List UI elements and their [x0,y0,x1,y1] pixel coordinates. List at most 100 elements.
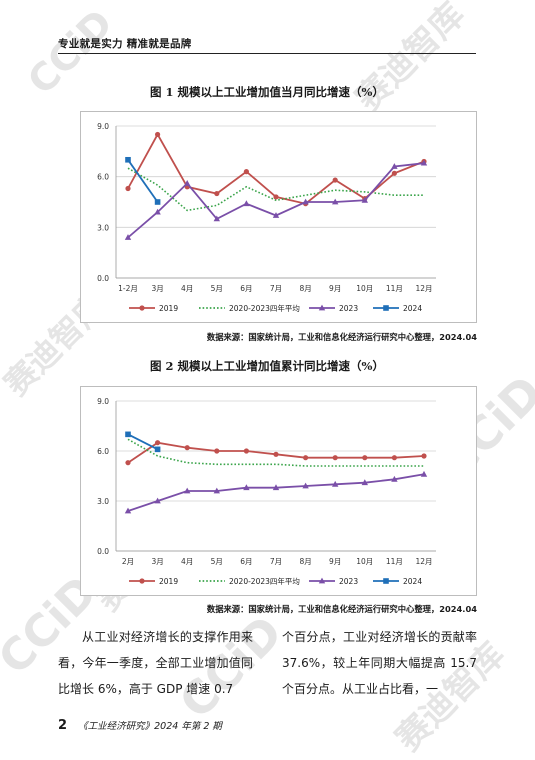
data-point [124,234,132,240]
data-point [361,479,368,486]
data-point [362,455,368,461]
body-paragraph-right: 个百分点，工业对经济增长的贡献率 37.6%，较上年同期大幅提高 15.7 个百… [282,630,477,696]
data-point [154,199,161,205]
x-tick-label: 10月 [356,557,373,566]
x-tick-label: 8月 [299,284,311,293]
data-point [391,455,397,461]
series-line-2020-2023四年平均 [127,167,424,212]
legend-label: 2020-2023四年平均 [229,576,300,586]
data-point [243,169,249,175]
data-point [125,431,131,438]
figure-1-chart: 0.0 3.0 6.0 9.0 1-2月 3月 4月 5月 6月 7月 8月 9月 10月 11月 12月 2… [80,111,477,323]
legend-label: 2019 [159,304,178,313]
y-tick-label: 9.0 [97,122,109,131]
page-footer: 2 《工业经济研究》2024 年第 2 期 [58,714,222,733]
data-point [214,190,220,197]
x-tick-label: 3月 [151,284,163,293]
data-point [302,482,309,489]
data-point [302,198,309,205]
x-tick-label: 7月 [270,557,282,566]
data-point [243,200,250,207]
data-point [243,484,250,491]
data-point [155,440,161,446]
figure-1-title: 图 1 规模以上工业增加值当月同比增速（%） [150,85,384,99]
legend-label: 2019 [159,577,178,586]
data-point [125,185,131,192]
x-tick-label: 4月 [181,557,193,566]
series-line-2024 [127,433,159,451]
x-tick-label: 8月 [299,557,311,566]
x-tick-label: 4月 [181,284,193,293]
legend-marker [318,577,326,584]
series-line-2024 [127,159,159,203]
data-point [391,475,398,482]
figure-2-chart: 0.0 3.0 6.0 9.0 2月 3月 4月 5月 6月 7月 8月 9月 10月 11月 12月 201… [80,386,477,596]
figure-2-source: 数据来源：国家统计局，工业和信息化经济运行研究中心整理，2024.04 [206,604,477,614]
data-point [332,177,338,183]
data-point [391,163,398,169]
legend-marker [139,578,145,584]
x-tick-label: 6月 [240,284,252,293]
data-point [184,445,190,451]
data-point [420,470,428,477]
x-tick-label: 1-2月 [118,284,138,293]
page-number: 2 [58,718,68,733]
data-point [303,455,309,461]
data-point [332,198,339,205]
data-point [124,507,132,514]
data-point [421,453,427,459]
data-point [273,194,279,200]
data-point [243,448,249,454]
data-point [332,480,339,487]
running-header: 专业就是实力 精准就是品牌 [58,38,192,50]
data-point [154,208,161,215]
data-point [332,455,338,461]
data-point [214,448,220,454]
x-tick-label: 9月 [329,284,341,293]
data-point [154,497,161,504]
x-tick-label: 11月 [386,284,403,293]
series-line-2023 [127,473,425,512]
data-point [154,446,161,453]
legend-label: 2020-2023四年平均 [229,303,300,313]
y-tick-label: 0.0 [97,547,109,556]
y-tick-label: 0.0 [97,274,109,283]
data-point [184,487,191,494]
x-tick-label: 2月 [122,557,134,566]
x-tick-label: 5月 [211,284,223,293]
x-tick-label: 3月 [151,557,163,566]
legend-label: 2024 [403,577,422,586]
data-point [213,215,220,222]
legend-marker [383,578,389,584]
figure-1-source: 数据来源：国家统计局，工业和信息化经济运行研究中心整理，2024.04 [206,332,477,342]
data-point [420,159,428,166]
y-tick-label: 6.0 [97,447,109,456]
watermark: 赛迪智库 [348,0,473,120]
data-point [272,212,280,218]
data-point [273,451,279,457]
x-tick-label: 5月 [211,557,223,566]
journal-name: 《工业经济研究》2024 年第 2 期 [78,721,222,732]
x-tick-label: 9月 [329,557,341,566]
data-point [184,180,191,186]
data-point [125,460,131,466]
y-tick-label: 3.0 [97,497,109,506]
x-tick-label: 7月 [270,284,282,293]
y-tick-label: 6.0 [97,173,109,182]
y-tick-label: 3.0 [97,223,109,232]
y-tick-label: 9.0 [97,397,109,406]
data-point [391,170,397,176]
legend-label: 2023 [339,577,358,586]
figure-2-title: 图 2 规模以上工业增加值累计同比增速（%） [150,359,384,373]
x-tick-label: 6月 [240,557,252,566]
figure-1-svg: 0.0 3.0 6.0 9.0 1-2月 3月 4月 5月 6月 7月 8月 9月 10月 11月 12月 2… [97,122,436,313]
legend-marker [318,304,326,311]
data-point [155,131,161,138]
body-paragraph-left: 从工业对经济增长的支撑作用来看，今年一季度，全部工业增加值同比增长 6%，高于 … [58,630,253,696]
x-tick-label: 12月 [415,284,432,293]
data-point [125,156,131,163]
header-rule [58,53,476,54]
legend-label: 2024 [403,304,422,313]
data-point [272,484,280,491]
x-tick-label: 11月 [386,557,403,566]
